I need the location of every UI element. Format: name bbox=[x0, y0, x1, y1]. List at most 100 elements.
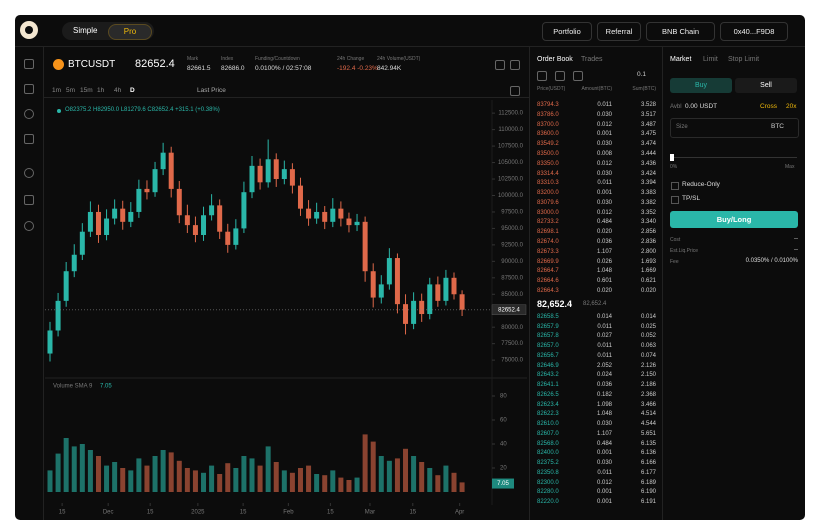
sidebar-icon[interactable] bbox=[24, 168, 34, 178]
candle-body bbox=[289, 169, 295, 186]
book-price[interactable]: 83500.0 bbox=[537, 150, 559, 157]
book-price[interactable]: 82664.7 bbox=[537, 268, 559, 275]
book-price[interactable]: 82622.3 bbox=[537, 411, 559, 418]
book-layout-icon[interactable] bbox=[537, 71, 547, 81]
sidebar-icon[interactable] bbox=[24, 84, 34, 94]
book-price[interactable]: 82664.3 bbox=[537, 288, 559, 294]
sidebar-icon[interactable] bbox=[24, 59, 34, 69]
book-precision[interactable]: 0.1 bbox=[637, 71, 647, 78]
candle-body bbox=[87, 211, 93, 232]
book-price[interactable]: 82657.0 bbox=[537, 343, 559, 350]
book-price[interactable]: 83786.0 bbox=[537, 111, 559, 118]
checkbox[interactable] bbox=[671, 196, 679, 204]
book-layout-icon[interactable] bbox=[573, 71, 583, 81]
book-price[interactable]: 83794.3 bbox=[537, 102, 559, 108]
sidebar-icon[interactable] bbox=[24, 134, 34, 144]
slider-track[interactable] bbox=[671, 157, 797, 158]
book-price[interactable]: 82626.5 bbox=[537, 391, 559, 398]
sell-tab[interactable]: Sell bbox=[735, 78, 797, 93]
book-price[interactable]: 83000.0 bbox=[537, 209, 559, 216]
interval[interactable]: 1h bbox=[97, 87, 105, 94]
volume-bar bbox=[87, 450, 93, 492]
sidebar-icon[interactable] bbox=[24, 195, 34, 205]
checkbox[interactable] bbox=[671, 182, 679, 190]
interval[interactable]: D bbox=[130, 87, 135, 94]
leverage[interactable]: 20x bbox=[786, 103, 797, 110]
mode-pro[interactable]: Pro bbox=[108, 24, 152, 40]
chart-tool-icon[interactable] bbox=[510, 60, 520, 70]
book-price[interactable]: 82568.0 bbox=[537, 440, 559, 447]
book-price[interactable]: 82664.6 bbox=[537, 278, 559, 285]
nav-button[interactable]: Portfolio bbox=[542, 22, 592, 41]
book-price[interactable]: 83700.0 bbox=[537, 121, 559, 128]
book-price[interactable]: 83549.2 bbox=[537, 141, 559, 148]
book-price[interactable]: 82643.2 bbox=[537, 372, 559, 379]
book-price[interactable]: 82646.9 bbox=[537, 362, 559, 369]
sidebar-icon[interactable] bbox=[24, 109, 34, 119]
x-tick-label: 15 bbox=[240, 510, 247, 516]
candle-body bbox=[209, 205, 215, 216]
book-price[interactable]: 82607.0 bbox=[537, 430, 559, 437]
book-price[interactable]: 82673.3 bbox=[537, 248, 559, 255]
book-amount: 0.601 bbox=[596, 278, 612, 285]
sidebar-icon[interactable] bbox=[24, 221, 34, 231]
top-divider bbox=[15, 46, 805, 47]
book-tab[interactable]: Order Book bbox=[537, 56, 573, 63]
x-tick-label: 15 bbox=[59, 510, 66, 516]
size-unit[interactable]: BTC bbox=[771, 123, 784, 130]
book-price[interactable]: 82656.7 bbox=[537, 352, 559, 359]
nav-button[interactable]: Referral bbox=[597, 22, 641, 41]
buy-tab[interactable]: Buy bbox=[670, 78, 732, 93]
book-price[interactable]: 83600.0 bbox=[537, 131, 559, 138]
book-amount: 0.001 bbox=[596, 489, 612, 496]
book-price[interactable]: 83314.4 bbox=[537, 170, 559, 177]
book-price[interactable]: 83310.3 bbox=[537, 180, 559, 187]
symbol[interactable]: BTCUSDT bbox=[68, 59, 116, 70]
order-type-tab[interactable]: Market bbox=[670, 56, 692, 63]
interval[interactable]: 15m bbox=[80, 87, 93, 94]
book-price[interactable]: 82623.4 bbox=[537, 401, 559, 408]
nav-button[interactable]: BNB Chain bbox=[646, 22, 715, 41]
book-price[interactable]: 82669.9 bbox=[537, 258, 559, 265]
volume-bar bbox=[63, 438, 69, 492]
option-label[interactable]: Reduce-Only bbox=[682, 181, 720, 188]
margin-mode[interactable]: Cross bbox=[760, 103, 777, 110]
candle-body bbox=[306, 208, 312, 219]
book-price[interactable]: 82641.1 bbox=[537, 382, 559, 389]
order-type-tab[interactable]: Limit bbox=[703, 56, 718, 63]
book-price[interactable]: 82658.5 bbox=[537, 314, 559, 320]
fullscreen-icon[interactable] bbox=[510, 86, 520, 96]
size-input[interactable] bbox=[670, 118, 799, 138]
submit-button[interactable]: Buy/Long bbox=[670, 211, 798, 228]
last-price: 82652.4 bbox=[135, 58, 175, 70]
book-price[interactable]: 82375.2 bbox=[537, 460, 559, 467]
book-price[interactable]: 83079.6 bbox=[537, 199, 559, 206]
candle-body bbox=[47, 330, 53, 354]
interval[interactable]: 1m bbox=[52, 87, 62, 94]
book-price[interactable]: 82350.8 bbox=[537, 469, 559, 476]
book-price[interactable]: 82657.8 bbox=[537, 333, 559, 340]
book-price[interactable]: 83200.0 bbox=[537, 190, 559, 197]
book-price[interactable]: 82698.1 bbox=[537, 229, 559, 236]
book-layout-icon[interactable] bbox=[555, 71, 565, 81]
book-price[interactable]: 83350.0 bbox=[537, 160, 559, 167]
book-price[interactable]: 82300.0 bbox=[537, 479, 559, 486]
book-price[interactable]: 82657.9 bbox=[537, 323, 559, 330]
nav-button[interactable]: 0x40...F9D8 bbox=[720, 22, 788, 41]
book-price[interactable]: 82610.0 bbox=[537, 421, 559, 428]
interval[interactable]: 5m bbox=[66, 87, 76, 94]
book-price[interactable]: 82220.0 bbox=[537, 499, 559, 506]
book-price[interactable]: 82674.0 bbox=[537, 239, 559, 246]
candle-body bbox=[144, 188, 150, 193]
chart-tool-icon[interactable] bbox=[495, 60, 505, 70]
book-tab[interactable]: Trades bbox=[581, 56, 603, 63]
book-price[interactable]: 82280.0 bbox=[537, 489, 559, 496]
book-price[interactable]: 82400.0 bbox=[537, 450, 559, 457]
book-price[interactable]: 82733.2 bbox=[537, 219, 559, 226]
order-type-tab[interactable]: Stop Limit bbox=[728, 56, 760, 63]
y-tick-label: 100000.0 bbox=[498, 193, 524, 199]
mode-simple[interactable]: Simple bbox=[73, 26, 98, 35]
price-source[interactable]: Last Price bbox=[197, 87, 226, 94]
option-label[interactable]: TP/SL bbox=[682, 195, 701, 202]
interval[interactable]: 4h bbox=[114, 87, 122, 94]
